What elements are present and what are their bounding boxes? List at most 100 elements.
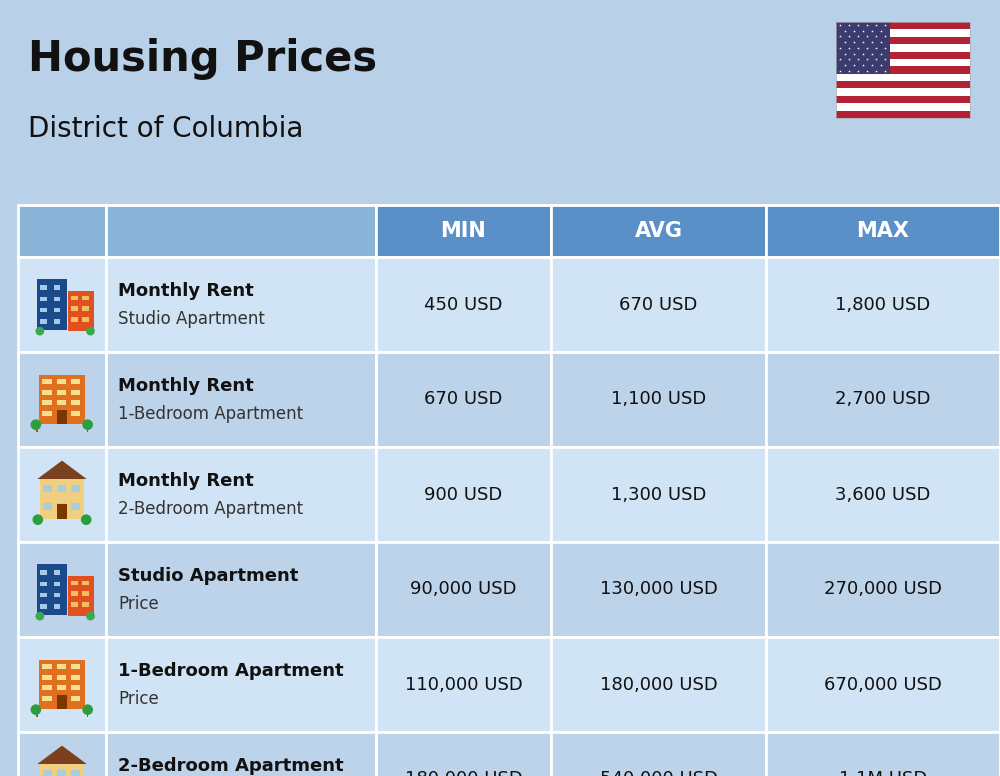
- FancyBboxPatch shape: [42, 685, 52, 691]
- Text: 2-Bedroom Apartment: 2-Bedroom Apartment: [118, 500, 303, 518]
- Circle shape: [35, 611, 44, 621]
- FancyBboxPatch shape: [18, 732, 106, 776]
- Circle shape: [81, 514, 92, 525]
- Text: Studio Apartment: Studio Apartment: [118, 567, 298, 585]
- FancyBboxPatch shape: [71, 602, 78, 607]
- FancyBboxPatch shape: [551, 352, 766, 447]
- FancyBboxPatch shape: [376, 257, 551, 352]
- FancyBboxPatch shape: [71, 411, 80, 416]
- Circle shape: [31, 419, 41, 430]
- FancyBboxPatch shape: [836, 22, 890, 74]
- FancyBboxPatch shape: [766, 732, 1000, 776]
- Text: 2,700 USD: 2,700 USD: [835, 390, 931, 408]
- FancyBboxPatch shape: [106, 542, 376, 637]
- Text: 130,000 USD: 130,000 USD: [600, 580, 717, 598]
- FancyBboxPatch shape: [71, 675, 80, 680]
- FancyBboxPatch shape: [376, 352, 551, 447]
- FancyBboxPatch shape: [836, 29, 970, 36]
- FancyBboxPatch shape: [836, 66, 970, 74]
- Circle shape: [82, 705, 93, 715]
- FancyBboxPatch shape: [71, 664, 80, 669]
- Text: Price: Price: [118, 690, 159, 708]
- FancyBboxPatch shape: [37, 564, 67, 615]
- FancyBboxPatch shape: [766, 257, 1000, 352]
- FancyBboxPatch shape: [71, 379, 80, 384]
- FancyBboxPatch shape: [376, 637, 551, 732]
- FancyBboxPatch shape: [836, 22, 970, 29]
- FancyBboxPatch shape: [18, 205, 106, 257]
- Circle shape: [32, 514, 43, 525]
- FancyBboxPatch shape: [71, 307, 78, 311]
- FancyBboxPatch shape: [836, 36, 970, 44]
- FancyBboxPatch shape: [54, 308, 60, 313]
- Text: 3,600 USD: 3,600 USD: [835, 486, 931, 504]
- FancyBboxPatch shape: [836, 44, 970, 51]
- FancyBboxPatch shape: [106, 352, 376, 447]
- Text: 90,000 USD: 90,000 USD: [410, 580, 517, 598]
- Text: Housing Prices: Housing Prices: [28, 38, 377, 80]
- FancyBboxPatch shape: [57, 400, 66, 405]
- FancyBboxPatch shape: [42, 675, 52, 680]
- FancyBboxPatch shape: [54, 593, 60, 598]
- FancyBboxPatch shape: [106, 205, 376, 257]
- Text: AVG: AVG: [635, 221, 682, 241]
- FancyBboxPatch shape: [57, 675, 66, 680]
- FancyBboxPatch shape: [54, 319, 60, 324]
- Text: 2-Bedroom Apartment: 2-Bedroom Apartment: [118, 757, 344, 775]
- Text: 670 USD: 670 USD: [424, 390, 503, 408]
- FancyBboxPatch shape: [82, 296, 89, 300]
- Text: 1-Bedroom Apartment: 1-Bedroom Apartment: [118, 405, 303, 423]
- Text: Studio Apartment: Studio Apartment: [118, 310, 265, 327]
- Text: 1.1M USD: 1.1M USD: [839, 771, 927, 776]
- FancyBboxPatch shape: [40, 604, 47, 608]
- FancyBboxPatch shape: [57, 411, 66, 416]
- FancyBboxPatch shape: [836, 51, 970, 59]
- Text: 900 USD: 900 USD: [424, 486, 503, 504]
- FancyBboxPatch shape: [551, 542, 766, 637]
- FancyBboxPatch shape: [57, 770, 66, 776]
- FancyBboxPatch shape: [43, 503, 52, 510]
- FancyBboxPatch shape: [18, 447, 106, 542]
- FancyBboxPatch shape: [39, 376, 85, 424]
- FancyBboxPatch shape: [106, 447, 376, 542]
- Text: 1-Bedroom Apartment: 1-Bedroom Apartment: [118, 662, 344, 681]
- FancyBboxPatch shape: [18, 637, 106, 732]
- FancyBboxPatch shape: [71, 485, 80, 492]
- FancyBboxPatch shape: [766, 205, 1000, 257]
- FancyBboxPatch shape: [82, 307, 89, 311]
- Polygon shape: [37, 746, 87, 764]
- Text: District of Columbia: District of Columbia: [28, 115, 303, 143]
- Text: 1,300 USD: 1,300 USD: [611, 486, 706, 504]
- FancyBboxPatch shape: [71, 503, 80, 510]
- Text: 670,000 USD: 670,000 USD: [824, 675, 942, 694]
- FancyBboxPatch shape: [551, 447, 766, 542]
- FancyBboxPatch shape: [106, 732, 376, 776]
- FancyBboxPatch shape: [766, 542, 1000, 637]
- FancyBboxPatch shape: [57, 485, 66, 492]
- FancyBboxPatch shape: [68, 291, 94, 331]
- FancyBboxPatch shape: [87, 710, 88, 717]
- FancyBboxPatch shape: [57, 379, 66, 384]
- FancyBboxPatch shape: [54, 581, 60, 586]
- FancyBboxPatch shape: [376, 205, 551, 257]
- FancyBboxPatch shape: [836, 81, 970, 88]
- FancyBboxPatch shape: [43, 485, 52, 492]
- FancyBboxPatch shape: [57, 685, 66, 691]
- FancyBboxPatch shape: [836, 111, 970, 118]
- Circle shape: [82, 419, 93, 430]
- FancyBboxPatch shape: [71, 400, 80, 405]
- Text: 270,000 USD: 270,000 USD: [824, 580, 942, 598]
- FancyBboxPatch shape: [42, 696, 52, 701]
- FancyBboxPatch shape: [82, 591, 89, 596]
- FancyBboxPatch shape: [71, 317, 78, 321]
- Text: MAX: MAX: [856, 221, 910, 241]
- Polygon shape: [37, 461, 87, 479]
- FancyBboxPatch shape: [836, 103, 970, 111]
- Circle shape: [31, 705, 41, 715]
- Text: 540,000 USD: 540,000 USD: [600, 771, 718, 776]
- FancyBboxPatch shape: [71, 580, 78, 585]
- FancyBboxPatch shape: [766, 447, 1000, 542]
- FancyBboxPatch shape: [106, 637, 376, 732]
- FancyBboxPatch shape: [57, 695, 67, 708]
- Text: 180,000 USD: 180,000 USD: [405, 771, 522, 776]
